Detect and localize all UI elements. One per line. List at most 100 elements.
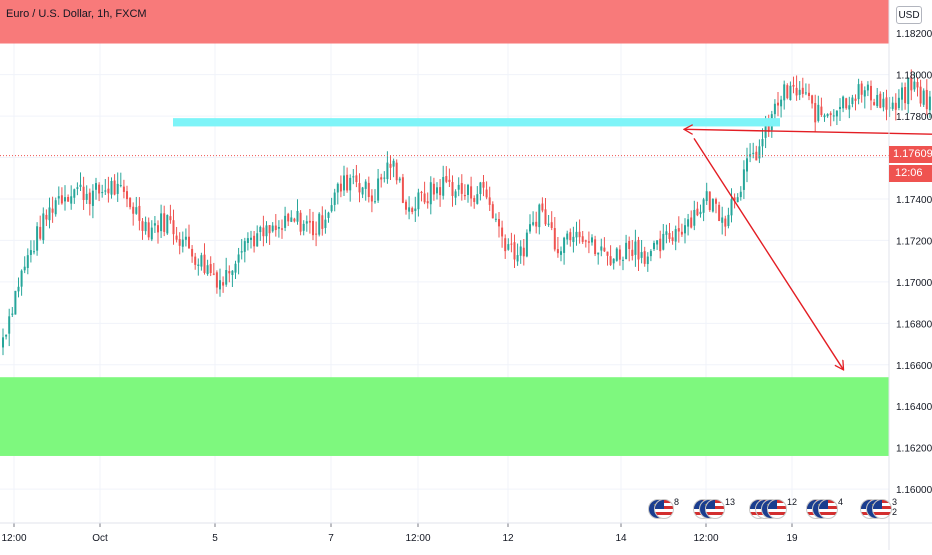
candle-body <box>563 237 566 253</box>
candle-body <box>188 236 190 249</box>
candle-body <box>631 249 634 256</box>
candle-body <box>45 214 48 220</box>
candle-body <box>67 196 70 202</box>
candle-body <box>169 216 172 221</box>
candle-body <box>349 177 352 191</box>
candle-body <box>473 198 476 202</box>
candle-body <box>215 272 218 288</box>
candle-body <box>73 189 76 198</box>
candle-body <box>39 226 42 239</box>
candle-body <box>265 225 268 237</box>
candle-body <box>228 271 231 274</box>
candle-body <box>804 92 807 94</box>
candle-body <box>780 99 783 107</box>
candle-body <box>54 200 57 215</box>
candle-body <box>746 158 748 172</box>
candle-body <box>374 201 376 203</box>
event-count: 12 <box>787 497 798 507</box>
time-tick-label: 12 <box>502 533 514 544</box>
candle-body <box>674 229 677 242</box>
candle-body <box>553 228 556 250</box>
time-tick-label: 12:00 <box>405 533 430 544</box>
candle-body <box>463 194 466 197</box>
candle-body <box>851 97 854 105</box>
candle-body <box>820 106 823 116</box>
candle-body <box>42 213 45 241</box>
candle-body <box>773 103 776 115</box>
candle-body <box>752 152 755 154</box>
candle-body <box>907 78 910 105</box>
currency-button[interactable]: USD <box>896 6 922 24</box>
candle-body <box>268 225 271 234</box>
candle-body <box>219 280 221 290</box>
candle-body <box>361 187 364 195</box>
candle-body <box>761 139 764 147</box>
candle-body <box>854 98 857 101</box>
candle-body <box>333 192 336 205</box>
candle-body <box>104 190 107 192</box>
candle-body <box>129 197 132 208</box>
candle-body <box>132 206 135 214</box>
resistance-zone[interactable] <box>0 0 889 44</box>
candle-body <box>485 189 488 198</box>
candle-body <box>60 195 63 204</box>
candle-body <box>79 184 82 187</box>
candle-body <box>203 254 206 273</box>
candle-body <box>126 191 128 200</box>
candle-body <box>870 85 872 101</box>
candle-body <box>544 209 547 225</box>
candle-body <box>690 217 693 228</box>
candle-body <box>625 242 628 260</box>
candle-body <box>684 225 686 234</box>
candle-body <box>522 247 525 257</box>
candle-body <box>405 201 407 210</box>
candle-body <box>284 215 287 228</box>
candle-body <box>767 124 770 132</box>
candle-body <box>699 211 702 215</box>
candle-body <box>8 316 11 334</box>
candle-body <box>150 227 153 240</box>
projection-arrow-down[interactable] <box>693 137 843 369</box>
candle-body <box>116 183 119 194</box>
candle-body <box>897 97 900 109</box>
candle-body <box>894 102 897 110</box>
candle-body <box>197 264 200 266</box>
candle-body <box>547 223 550 225</box>
candle-body <box>358 183 361 193</box>
candle-body <box>491 204 494 219</box>
candle-body <box>668 232 671 239</box>
candle-body <box>293 218 296 222</box>
projection-arrow-up[interactable] <box>685 129 932 155</box>
candle-body <box>842 96 845 109</box>
candle-body <box>659 238 662 252</box>
key-level-band[interactable] <box>173 118 780 127</box>
candle-body <box>352 176 355 178</box>
candle-body <box>454 191 457 198</box>
us-flag-icon <box>872 499 892 519</box>
candle-body <box>389 163 392 168</box>
candle-body <box>879 93 882 108</box>
candle-body <box>2 337 4 348</box>
candle-body <box>460 183 463 194</box>
candle-body <box>281 228 283 230</box>
candle-body <box>470 186 473 199</box>
last-price-label: 1.17609 <box>889 146 932 163</box>
candle-body <box>429 182 432 205</box>
candle-body <box>401 177 404 203</box>
candle-body <box>98 184 101 194</box>
candle-body <box>274 225 277 231</box>
candle-body <box>29 250 32 255</box>
candle-body <box>70 196 73 204</box>
price-tick-label: 1.17400 <box>896 195 932 206</box>
candle-body <box>529 224 531 232</box>
candle-body <box>451 182 454 196</box>
candle-body <box>23 266 26 271</box>
candle-body <box>302 223 305 231</box>
candle-body <box>721 217 724 223</box>
candle-body <box>513 242 516 260</box>
candle-body <box>817 104 820 121</box>
candle-body <box>535 221 538 227</box>
support-zone[interactable] <box>0 377 889 456</box>
